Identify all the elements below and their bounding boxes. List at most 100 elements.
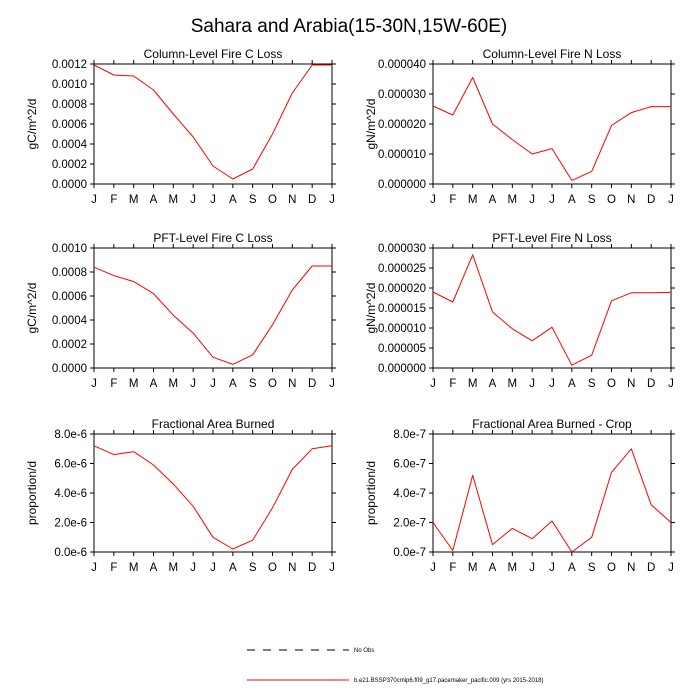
x-tick-label: M [508, 194, 518, 206]
y-tick-label: 0.0002 [52, 339, 87, 351]
y-tick-label: 0.0000 [52, 363, 87, 375]
x-tick-label: J [91, 378, 97, 390]
y-axis-label: gN/m^2/d [364, 99, 378, 150]
x-tick-label: A [489, 378, 497, 390]
plot-frame [93, 247, 333, 369]
y-tick-label: 0.0010 [52, 79, 87, 91]
y-tick-label: 0.0010 [52, 243, 87, 255]
x-tick-label: A [568, 194, 576, 206]
x-tick-label: J [91, 562, 97, 574]
panel-title: Column-Level Fire C Loss [144, 47, 283, 61]
panel-title: Column-Level Fire N Loss [483, 47, 622, 61]
x-tick-label: F [110, 378, 117, 390]
y-tick-label: 0.0000 [52, 179, 87, 191]
y-tick-label: 0.0006 [52, 119, 87, 131]
x-tick-label: F [110, 562, 117, 574]
x-tick-label: J [529, 378, 535, 390]
chart-panel-4: PFT-Level Fire N Loss 0.000000 0.000005 0.0… [364, 231, 675, 390]
x-tick-label: J [668, 562, 674, 574]
x-tick-label: M [129, 194, 139, 206]
y-tick-label: 8.0e-6 [54, 429, 87, 441]
x-tick-label: M [169, 378, 179, 390]
x-tick-label: J [329, 562, 335, 574]
x-tick-label: N [288, 562, 296, 574]
x-tick-label: A [150, 194, 158, 206]
x-tick-label: M [169, 194, 179, 206]
x-tick-label: N [627, 562, 635, 574]
y-tick-label: 0.000025 [378, 263, 426, 275]
x-tick-label: J [210, 562, 216, 574]
x-tick-label: F [449, 194, 456, 206]
plot-frame [432, 247, 672, 369]
x-tick-label: A [229, 378, 237, 390]
y-tick-label: 0.0004 [52, 139, 88, 151]
x-tick-label: M [468, 562, 478, 574]
x-tick-label: M [508, 378, 518, 390]
chart-panel-2: Column-Level Fire N Loss 0.000000 0.000010… [364, 47, 675, 206]
series-line-1 [93, 445, 333, 550]
legend-label-1: No Obs [354, 648, 374, 654]
x-tick-label: J [549, 194, 555, 206]
y-tick-label: 0.000030 [378, 89, 426, 101]
x-tick-label: N [288, 194, 296, 206]
x-tick-label: D [308, 378, 316, 390]
plot-frame [432, 433, 672, 553]
y-axis-label: proportion/d [364, 461, 378, 525]
x-tick-label: D [308, 194, 316, 206]
y-tick-label: 0.000040 [378, 59, 426, 71]
x-tick-label: J [529, 562, 535, 574]
y-axis-label: gC/m^2/d [25, 99, 39, 150]
y-tick-label: 0.0008 [52, 267, 87, 279]
plot-frame [432, 63, 672, 185]
y-tick-label: 2.0e-6 [54, 518, 87, 530]
series-line-1 [93, 64, 332, 180]
y-axis-label: gC/m^2/d [25, 283, 39, 334]
x-tick-label: O [268, 194, 277, 206]
x-tick-label: N [627, 194, 635, 206]
x-tick-label: D [647, 562, 655, 574]
x-tick-label: O [607, 194, 616, 206]
y-tick-label: 0.000020 [378, 119, 426, 131]
x-tick-label: J [529, 194, 535, 206]
figure-title: Sahara and Arabia(15-30N,15W-60E) [191, 16, 508, 37]
x-tick-label: A [150, 562, 158, 574]
x-tick-label: J [91, 194, 97, 206]
y-tick-label: 6.0e-6 [54, 459, 87, 471]
x-tick-label: J [430, 194, 436, 206]
panel-title: Fractional Area Burned [152, 417, 275, 431]
panel-title: PFT-Level Fire C Loss [153, 231, 272, 245]
x-tick-label: M [129, 378, 139, 390]
x-tick-label: D [647, 194, 655, 206]
x-tick-label: F [110, 194, 117, 206]
x-tick-label: J [549, 378, 555, 390]
x-tick-label: S [249, 378, 257, 390]
x-tick-label: J [210, 378, 216, 390]
x-tick-label: S [588, 194, 596, 206]
y-tick-label: 2.0e-7 [393, 518, 426, 530]
x-tick-label: O [268, 562, 277, 574]
x-tick-label: S [249, 194, 257, 206]
x-tick-label: S [588, 562, 596, 574]
x-tick-label: M [468, 194, 478, 206]
series-line-1 [432, 448, 672, 553]
x-tick-label: A [568, 562, 576, 574]
series-line-1 [432, 254, 672, 366]
x-tick-label: A [568, 378, 576, 390]
series-line-1 [432, 77, 671, 181]
x-tick-label: N [288, 378, 296, 390]
plot-frame [93, 433, 333, 553]
x-tick-label: J [430, 562, 436, 574]
x-tick-label: A [150, 378, 158, 390]
chart-panel-5: Fractional Area Burned 0.0e-6 2.0e-6 4.0e-6… [25, 417, 336, 574]
x-tick-label: O [607, 562, 616, 574]
y-tick-label: 0.000010 [378, 323, 426, 335]
y-tick-label: 0.0002 [52, 159, 87, 171]
x-tick-label: A [229, 562, 237, 574]
x-tick-label: A [489, 562, 497, 574]
y-tick-label: 4.0e-7 [393, 488, 426, 500]
x-tick-label: J [329, 194, 335, 206]
x-tick-label: A [229, 194, 237, 206]
x-tick-label: J [210, 194, 216, 206]
chart-panel-6: Fractional Area Burned - Crop 0.0e-7 2.0e-… [364, 417, 675, 574]
